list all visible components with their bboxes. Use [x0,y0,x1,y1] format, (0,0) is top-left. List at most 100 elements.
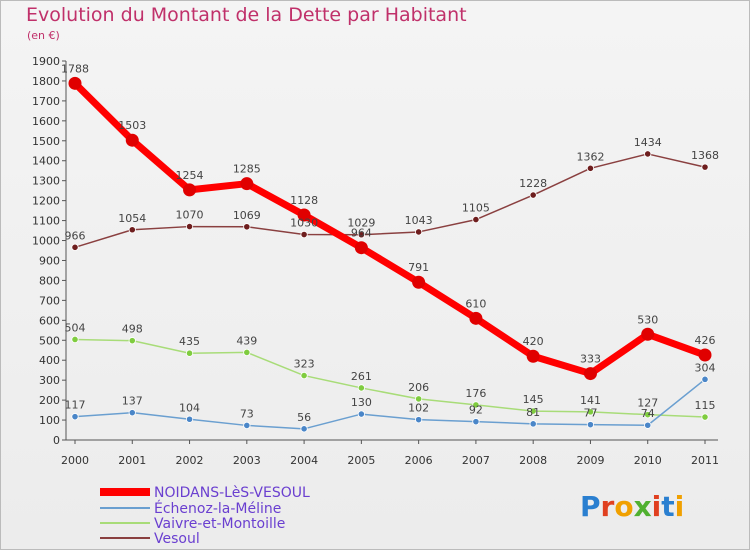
data-label: 304 [695,361,716,374]
data-label: 56 [297,411,311,424]
data-labels: 966 1054 1070 1069 1030 1029 1043 1105 1228 1362 1… [61,62,719,423]
data-label: 261 [351,370,372,383]
y-tick-label: 1300 [32,175,60,188]
legend-label: Vaivre-et-Montoille [154,516,285,532]
data-label: 102 [408,402,429,415]
data-point [185,222,194,231]
data-point [529,191,537,199]
data-point [243,223,251,231]
x-tick-label: 2008 [519,454,547,467]
data-label: 1070 [176,209,204,222]
data-label: 1043 [405,214,433,227]
data-label: 141 [580,394,601,407]
data-point [415,416,423,424]
data-label: 426 [695,334,716,347]
data-point [297,208,311,222]
data-label: 1285 [233,163,261,176]
y-tick-label: 600 [39,314,60,327]
data-label: 1228 [519,177,547,190]
y-tick-label: 1800 [32,75,60,88]
y-tick-label: 1900 [32,55,60,68]
data-label: 966 [65,229,86,242]
data-point [243,348,251,357]
y-tick-label: 1100 [32,215,60,228]
data-label: 206 [408,381,429,394]
data-point [701,375,709,383]
data-label: 504 [65,321,86,334]
data-point [415,228,423,236]
data-label: 74 [641,407,655,420]
y-tick-label: 200 [39,394,60,407]
data-point [243,421,251,430]
data-label: 145 [523,393,544,406]
data-point [357,384,365,392]
legend-label: Vesoul [154,531,200,547]
y-tick-label: 1600 [32,115,60,128]
data-point [698,348,712,362]
data-label: 73 [240,407,254,420]
data-label: 530 [637,313,658,326]
data-label: 333 [580,353,601,366]
data-label: 1788 [61,62,89,75]
data-point [300,371,308,380]
data-point [128,226,136,234]
y-tick-label: 1400 [32,155,60,168]
data-label: 964 [351,227,372,240]
y-tick-label: 800 [39,274,60,287]
legend-label: NOIDANS-LèS-VESOUL [154,485,310,501]
data-label: 1362 [576,150,604,163]
x-tick-label: 2009 [576,454,604,467]
data-point [469,311,483,325]
series-line [74,338,706,418]
data-label: 1434 [634,136,662,149]
data-label: 115 [695,399,716,412]
proxiti-logo: Proxiti [580,490,684,523]
data-label: 137 [122,395,143,408]
data-label: 435 [179,335,200,348]
y-tick-label: 900 [39,254,60,267]
data-label: 1503 [118,119,146,132]
data-label: 498 [122,323,143,336]
data-label: 439 [236,334,257,347]
data-point [357,410,365,418]
data-point [71,413,79,421]
data-point [125,133,139,147]
y-tick-label: 100 [39,414,60,427]
x-tick-label: 2000 [61,454,89,467]
data-label: 1368 [691,149,719,162]
data-point [641,327,655,341]
axes: 0 100 200 300 400 500 600 700 800 900 1000 1100 1200… [32,55,719,467]
data-point [701,413,709,421]
legend: NOIDANS-LèS-VESOULÉchenoz-la-MélineVaivr… [100,485,310,547]
data-label: 92 [469,404,483,417]
data-point [240,177,254,191]
y-tick-label: 1500 [32,135,60,148]
data-point [586,164,595,172]
data-label: 1054 [118,212,146,225]
data-label: 77 [583,407,597,420]
data-point [472,418,480,426]
data-point [357,231,365,239]
data-point [185,349,194,357]
data-point [354,241,368,255]
data-label: 81 [526,406,540,419]
data-label: 1069 [233,209,261,222]
data-point [128,337,136,345]
data-point [71,243,79,251]
svg-text:Proxiti: Proxiti [580,490,684,523]
y-tick-label: 1200 [32,195,60,208]
data-label: 130 [351,396,372,409]
data-point [185,415,194,423]
data-point [526,349,540,363]
y-tick-label: 700 [39,294,60,307]
y-tick-label: 300 [39,374,60,387]
data-point [472,215,480,224]
data-point [586,408,595,416]
x-tick-label: 2002 [176,454,204,467]
data-point [644,150,652,158]
data-point [644,421,652,429]
data-point [300,230,308,239]
data-label: 323 [294,358,315,371]
data-point [583,367,597,381]
